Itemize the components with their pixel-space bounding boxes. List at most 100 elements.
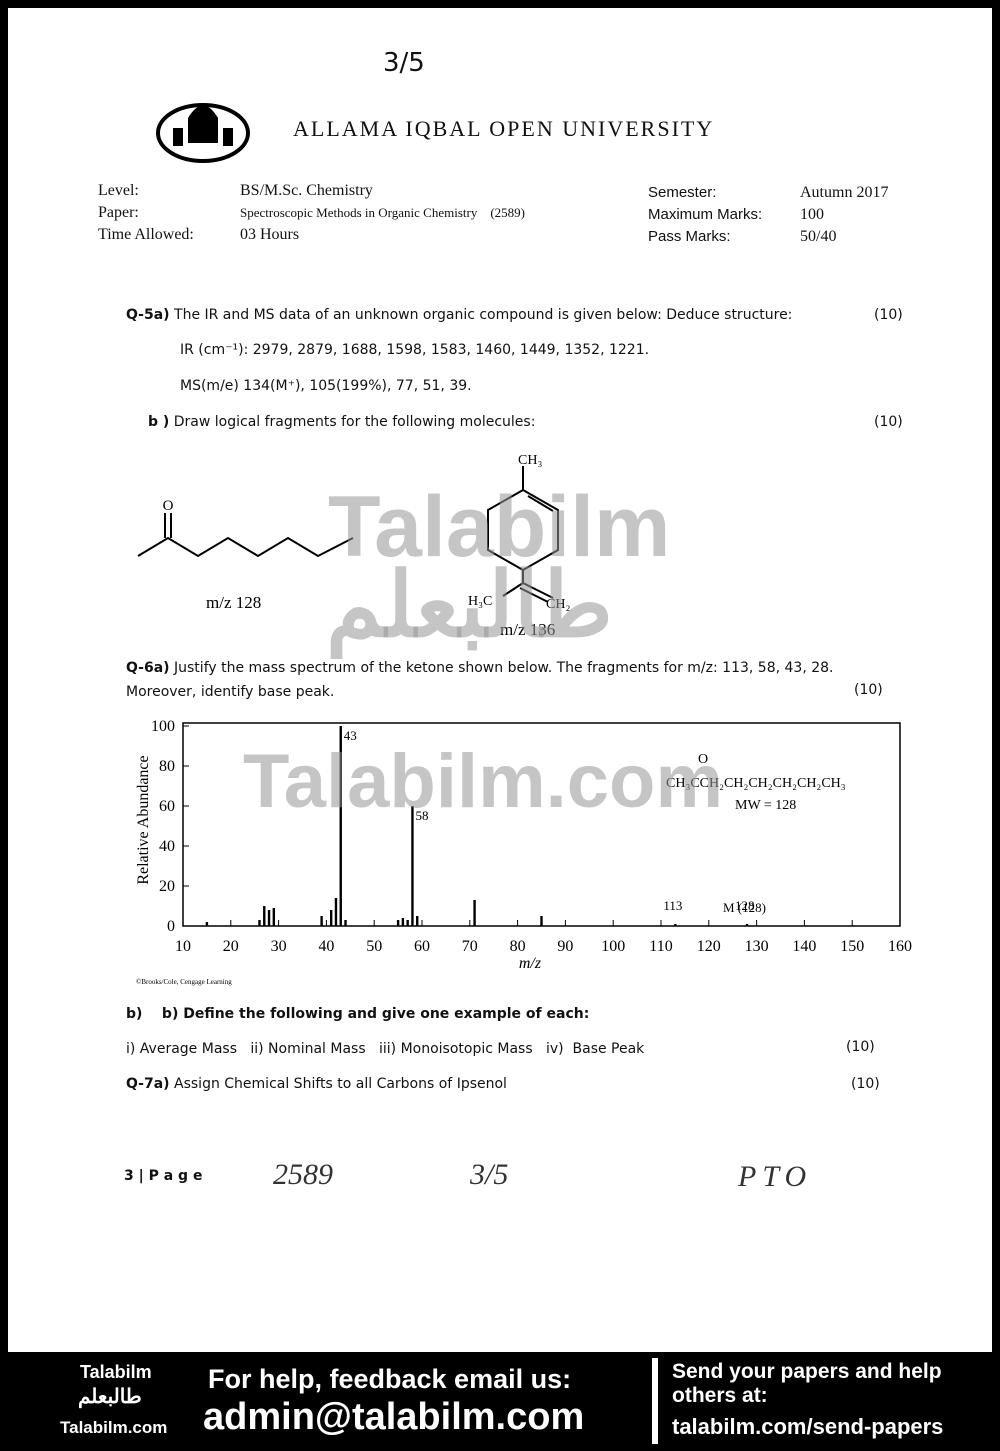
x-axis-label: m/z: [519, 955, 542, 972]
info-value: Autumn 2017: [800, 184, 889, 201]
question: b ) Draw logical fragments for the follo…: [148, 414, 535, 430]
x-tick-label: 70: [462, 938, 478, 955]
brand-site: Talabilm.com: [60, 1418, 168, 1437]
watermark: طالبعلم: [326, 556, 613, 656]
y-tick-label: 20: [159, 878, 175, 895]
watermark: Talabilm.com: [243, 739, 724, 824]
y-tick-label: 40: [159, 838, 175, 855]
peak: [411, 806, 414, 926]
molecules: O m/z 128 CH₃ H₃C CH₂ m/z 136: [137, 453, 570, 639]
x-tick-label: 40: [318, 938, 334, 955]
q-text: Assign Chemical Shifts to all Carbons of…: [174, 1076, 507, 1092]
logo: [156, 103, 250, 163]
q-label: Q-6a): [126, 660, 170, 676]
x-tick-label: 50: [366, 938, 382, 955]
mol-caption: m/z 136: [500, 620, 555, 639]
ir-data: IR (cm⁻¹): 2979, 2879, 1688, 1598, 1583,…: [180, 342, 650, 358]
ms-data: MS(m/e) 134(M⁺), 105(199%), 77, 51, 39.: [180, 378, 472, 394]
x-tick-label: 30: [271, 938, 287, 955]
page-number: 3/5: [383, 48, 425, 78]
info-value: Spectroscopic Methods in Organic Chemist…: [240, 205, 525, 220]
peak: [267, 910, 271, 926]
brand-urdu: طالبعلم: [78, 1386, 142, 1408]
handwriting: PTO: [738, 1160, 813, 1193]
x-tick-label: 120: [697, 938, 721, 955]
info-right: Semester: Autumn 2017 Maximum Marks: 100 P…: [648, 182, 888, 248]
q-text: b) Define the following and give one exa…: [161, 1006, 590, 1022]
q-label: b ): [148, 414, 170, 430]
peak: [396, 920, 400, 926]
x-tick-label: 130: [745, 938, 769, 955]
peak: [272, 908, 276, 926]
q-label: Q-7a): [126, 1076, 170, 1092]
watermark: Talabilm: [328, 479, 671, 575]
x-tick-label: 60: [414, 938, 430, 955]
formula-o: O: [698, 752, 708, 767]
mw: MW = 128: [735, 798, 796, 813]
q-text: Draw logical fragments for the following…: [173, 414, 536, 430]
atom-label: H₃C: [468, 594, 492, 609]
peak: [339, 726, 342, 926]
info-left: Level: BS/M.Sc. Chemistry Paper: Spectrosc…: [98, 180, 525, 246]
peak: [344, 920, 347, 926]
y-axis-label: Relative Abundance: [135, 755, 152, 884]
marks: (10): [846, 1039, 875, 1055]
peak: [745, 924, 749, 926]
mass-spectrum: Relative Abundance m/z O CH₃CCH₂CH₂CH₂CH…: [135, 718, 912, 986]
peak: [416, 916, 419, 926]
x-tick-label: 160: [888, 938, 912, 955]
atom-label: CH₂: [546, 597, 570, 612]
peak: [205, 922, 209, 926]
atom-label: O: [163, 498, 174, 514]
formula: CH₃CCH₂CH₂CH₂CH₂CH₂CH₃: [666, 776, 846, 791]
q-text: The IR and MS data of an unknown organic…: [174, 307, 793, 323]
peak-label: 43: [344, 728, 357, 743]
x-tick-label: 90: [557, 938, 573, 955]
x-tick-label: 20: [223, 938, 239, 955]
peak: [263, 906, 266, 926]
x-tick-label: 100: [601, 938, 625, 955]
q-label: Q-5a): [126, 307, 170, 323]
peak: [540, 916, 543, 926]
university-name: ALLAMA IQBAL OPEN UNIVERSITY: [293, 116, 715, 141]
page-footer: 3 | P a g e: [124, 1168, 203, 1184]
peak: [401, 918, 405, 926]
credit: ©Brooks/Cole, Cengage Learning: [136, 978, 232, 986]
peak: [329, 910, 333, 926]
footer-banner: Talabilm طالبعلم Talabilm.com For help, …: [0, 1352, 1000, 1451]
info-label: Paper:: [98, 204, 139, 221]
peak-label: 128: [735, 898, 755, 913]
peak-label: 113: [663, 898, 682, 913]
marks: (10): [851, 1076, 880, 1092]
peak: [258, 920, 261, 926]
send-url[interactable]: talabilm.com/send-papers: [672, 1414, 944, 1439]
question: b) b) Define the following and give one …: [126, 1006, 589, 1022]
y-tick-label: 100: [151, 718, 175, 735]
send-text: Send your papers and help others at:: [672, 1360, 942, 1407]
info-value: BS/M.Sc. Chemistry: [240, 182, 373, 199]
info-value: 50/40: [800, 228, 837, 245]
peak: [320, 916, 323, 926]
info-label: Pass Marks:: [648, 228, 731, 245]
handwriting: 3/5: [470, 1158, 509, 1191]
items: i) Average Mass ii) Nominal Mass iii) Mo…: [126, 1041, 645, 1057]
divider: [652, 1358, 658, 1444]
q-text: Moreover, identify base peak.: [126, 684, 335, 700]
email[interactable]: admin@talabilm.com: [203, 1396, 585, 1438]
x-tick-label: 80: [510, 938, 526, 955]
q-text: Justify the mass spectrum of the ketone …: [174, 660, 834, 676]
question: Q-5a) The IR and MS data of an unknown o…: [126, 307, 792, 323]
q-label: b): [126, 1006, 143, 1022]
y-tick-label: 0: [167, 918, 175, 935]
info-label: Semester:: [648, 184, 717, 201]
molecular-ion-label: M (128): [723, 900, 766, 915]
peak: [473, 900, 476, 926]
x-tick-label: 150: [840, 938, 864, 955]
peak: [334, 898, 338, 926]
y-tick-label: 80: [159, 758, 175, 775]
info-label: Time Allowed:: [98, 226, 194, 243]
x-tick-label: 10: [175, 938, 191, 955]
mol-caption: m/z 128: [206, 593, 261, 612]
x-tick-label: 140: [792, 938, 816, 955]
